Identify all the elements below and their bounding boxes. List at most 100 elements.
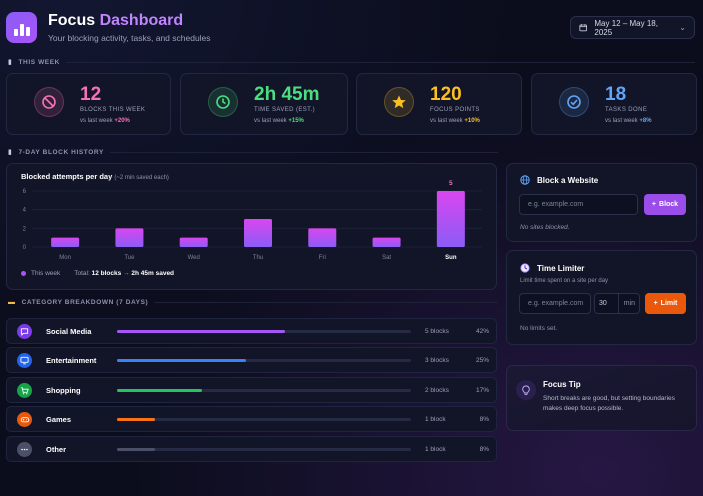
category-percent: 8% — [479, 446, 489, 453]
category-percent: 42% — [475, 328, 489, 335]
folder-icon: ▬ — [8, 299, 16, 306]
bar-sun[interactable] — [436, 191, 465, 247]
check-icon — [559, 87, 589, 117]
category-count: 3 blocks — [425, 357, 449, 364]
star-icon — [384, 87, 414, 117]
stat-delta: vs last week +15% — [254, 118, 304, 124]
more-icon — [17, 442, 32, 457]
bar-fri[interactable] — [308, 228, 337, 247]
stat-value: 2h 45m — [254, 84, 320, 105]
category-progress-track — [117, 359, 411, 362]
clock-icon — [208, 87, 238, 117]
category-count: 1 block — [425, 416, 446, 423]
stat-card: 120 FOCUS POINTS vs last week +10% — [356, 73, 522, 135]
block-website-title: Block a Website — [537, 176, 599, 185]
minutes-unit: min — [617, 294, 635, 313]
block-website-card: Block a Website e.g. example.com + Block … — [506, 163, 697, 242]
monitor-icon — [17, 353, 32, 368]
limit-minutes-input[interactable]: 30 min — [594, 293, 640, 314]
x-tick-label: Thu — [253, 255, 263, 261]
globe-icon — [520, 175, 530, 185]
category-progress-fill — [117, 448, 156, 451]
category-row: Games 1 block 8% — [6, 406, 497, 432]
category-progress-track — [117, 418, 411, 421]
section-this-week: ▮ THIS WEEK — [8, 58, 695, 66]
stat-value: 12 — [80, 84, 102, 105]
limits-empty: No limits set. — [520, 325, 558, 332]
block-icon — [34, 87, 64, 117]
x-tick-label: Sat — [382, 255, 391, 261]
section-categories: ▬ CATEGORY BREAKDOWN (7 DAYS) — [8, 299, 498, 306]
block-website-input[interactable]: e.g. example.com — [519, 194, 638, 215]
bar-mon[interactable] — [51, 237, 80, 247]
limit-site-input[interactable]: e.g. example.com — [519, 293, 591, 314]
category-row: Social Media 5 blocks 42% — [6, 318, 497, 344]
focus-tip-card: Focus Tip Short breaks are good, but set… — [506, 365, 697, 431]
y-tick-label: 0 — [23, 245, 27, 251]
timer-icon — [520, 263, 530, 273]
x-tick-label: Sun — [445, 255, 457, 261]
category-progress-track — [117, 330, 411, 333]
chevron-down-icon: ⌄ — [679, 23, 686, 32]
category-percent: 17% — [475, 387, 489, 394]
category-percent: 25% — [475, 357, 489, 364]
category-progress-track — [117, 389, 411, 392]
category-count: 2 blocks — [425, 387, 449, 394]
category-progress-fill — [117, 359, 247, 362]
legend-item: This week — [21, 270, 60, 277]
category-percent: 8% — [479, 416, 489, 423]
category-progress-fill — [117, 418, 156, 421]
stat-card: 12 BLOCKS THIS WEEK vs last week +20% — [6, 73, 171, 135]
focus-tip-title: Focus Tip — [543, 380, 581, 389]
category-count: 1 block — [425, 446, 446, 453]
calendar-icon — [579, 24, 587, 32]
stat-card: 2h 45m TIME SAVED (EST.) vs last week +1… — [180, 73, 348, 135]
gamepad-icon — [17, 412, 32, 427]
category-progress-fill — [117, 389, 203, 392]
stat-label: BLOCKS THIS WEEK — [80, 107, 146, 113]
stat-value: 18 — [605, 84, 627, 105]
category-row: Entertainment 3 blocks 25% — [6, 347, 497, 373]
limit-button[interactable]: + Limit — [645, 293, 686, 314]
y-tick-label: 6 — [23, 189, 27, 195]
stat-label: TASKS DONE — [605, 107, 648, 113]
stat-label: FOCUS POINTS — [430, 107, 480, 113]
x-tick-label: Fri — [319, 255, 326, 261]
stat-delta: vs last week +20% — [80, 118, 130, 124]
x-tick-label: Mon — [59, 255, 71, 261]
bar-wed[interactable] — [179, 237, 208, 247]
chat-icon — [17, 324, 32, 339]
bar-thu[interactable] — [244, 219, 272, 247]
y-tick-label: 2 — [23, 226, 27, 232]
bar-sat[interactable] — [372, 237, 401, 247]
y-tick-label: 4 — [23, 208, 27, 214]
lightbulb-icon — [516, 380, 536, 400]
time-limiter-card: Time Limiter Limit time spent on a site … — [506, 250, 697, 345]
date-range-picker[interactable]: May 12 – May 18, 2025 ⌄ — [570, 16, 695, 39]
date-range-text: May 12 – May 18, 2025 — [594, 18, 658, 37]
page-subtitle: Your blocking activity, tasks, and sched… — [48, 33, 211, 43]
chart-total: Total: 12 blocks → 2h 45m saved — [74, 270, 175, 277]
chart-legend: This week Total: 12 blocks → 2h 45m save… — [21, 270, 174, 277]
category-name: Games — [46, 415, 72, 424]
page-title: Focus Dashboard — [48, 12, 184, 29]
bar-tue[interactable] — [115, 228, 144, 247]
stat-delta: vs last week +8% — [605, 118, 652, 124]
category-row: Other 1 block 8% — [6, 436, 497, 462]
app-logo — [6, 12, 37, 43]
stat-value: 120 — [430, 84, 462, 105]
x-tick-label: Wed — [188, 255, 200, 261]
blocked-sites-empty: No sites blocked. — [520, 224, 570, 231]
plus-icon: + — [653, 300, 658, 307]
block-button[interactable]: + Block — [644, 194, 686, 215]
time-limiter-title: Time Limiter — [537, 264, 585, 273]
section-history: ▮ 7-DAY BLOCK HISTORY — [8, 148, 498, 156]
category-name: Other — [46, 445, 67, 454]
focus-tip-text: Short breaks are good, but setting bound… — [543, 395, 675, 412]
chart-bars-icon: ▮ — [8, 149, 13, 156]
stat-card: 18 TASKS DONE vs last week +8% — [531, 73, 697, 135]
bar-data-label: 5 — [449, 180, 453, 187]
plus-icon: + — [651, 201, 657, 208]
history-chart-card: Blocked attempts per day (~2 min saved e… — [6, 163, 497, 290]
stat-delta: vs last week +10% — [430, 118, 480, 124]
